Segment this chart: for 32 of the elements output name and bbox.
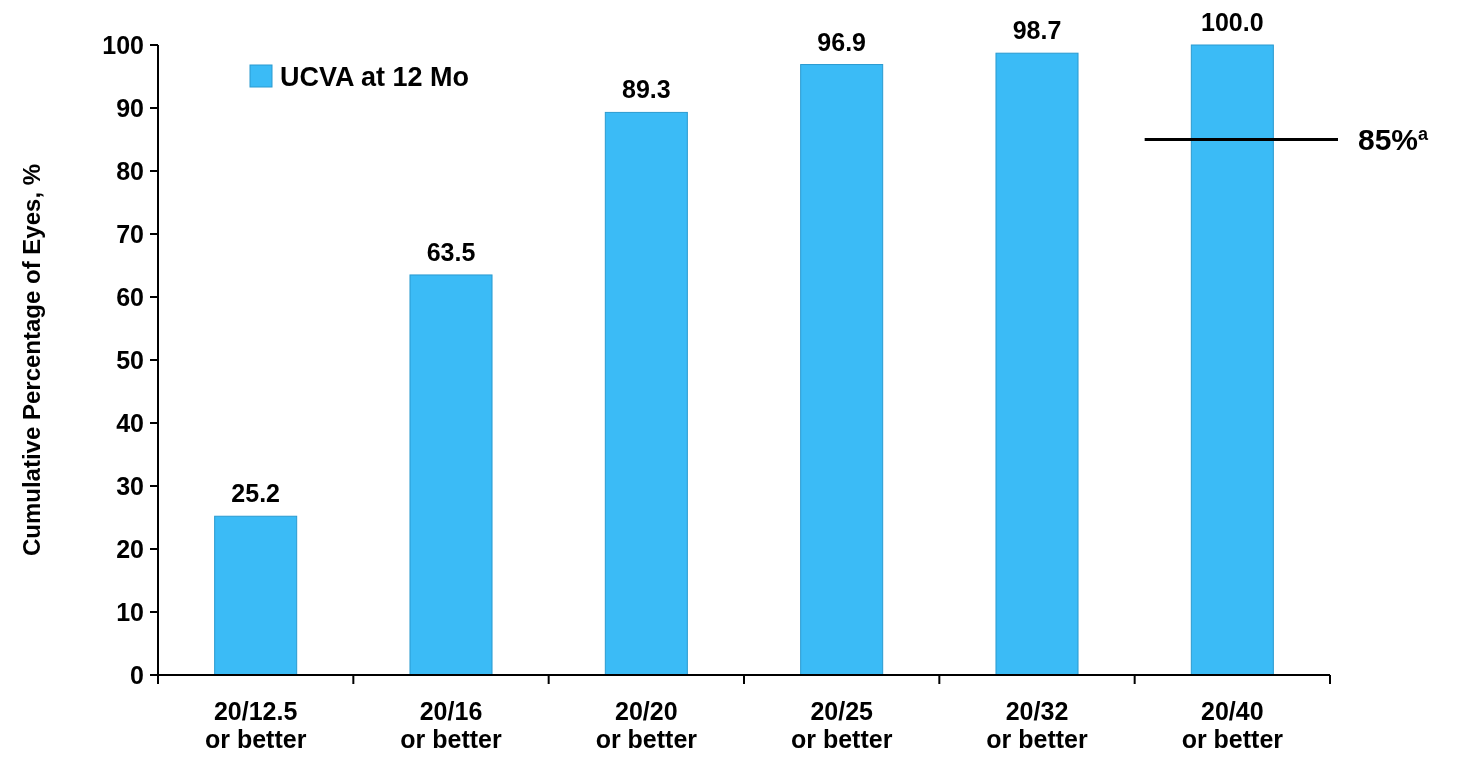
data-label: 25.2 bbox=[231, 479, 280, 508]
x-tick-label: 20/25 or better bbox=[790, 697, 893, 753]
x-tick-label: 20/12.5 or better bbox=[204, 697, 307, 753]
data-label: 89.3 bbox=[622, 75, 671, 104]
bar bbox=[800, 64, 884, 676]
y-tick-label: 100 bbox=[102, 30, 144, 59]
x-tick-label: 20/20 or better bbox=[595, 697, 698, 753]
y-tick-label: 50 bbox=[116, 345, 144, 374]
y-tick-label: 20 bbox=[116, 534, 144, 563]
bar bbox=[409, 274, 493, 676]
bar bbox=[1190, 44, 1274, 676]
y-tick-label: 70 bbox=[116, 219, 144, 248]
y-tick-label: 90 bbox=[116, 93, 144, 122]
data-label: 96.9 bbox=[817, 27, 866, 56]
y-tick-label: 80 bbox=[116, 156, 144, 185]
data-label: 98.7 bbox=[1012, 16, 1062, 45]
x-tick-label: 20/40 or better bbox=[1181, 697, 1284, 753]
y-tick-label: 60 bbox=[116, 282, 144, 311]
y-axis-title: Cumulative Percentage of Eyes, % bbox=[18, 163, 45, 557]
y-tick-label: 40 bbox=[116, 408, 144, 437]
y-tick-label: 0 bbox=[130, 660, 144, 689]
data-label: 63.5 bbox=[426, 237, 476, 266]
bar bbox=[214, 515, 298, 676]
bar bbox=[604, 111, 688, 676]
x-tick-label: 20/16 or better bbox=[400, 697, 502, 753]
data-label: 100.0 bbox=[1201, 8, 1264, 36]
bar bbox=[995, 52, 1079, 676]
y-tick-label: 10 bbox=[116, 597, 144, 626]
legend-label: UCVA at 12 Mo bbox=[280, 62, 470, 93]
x-tick-label: 20/32 or better bbox=[986, 697, 1088, 753]
y-tick-label: 30 bbox=[116, 471, 144, 500]
ref-line-label: 85%$^{a}$ bbox=[1358, 123, 1430, 156]
